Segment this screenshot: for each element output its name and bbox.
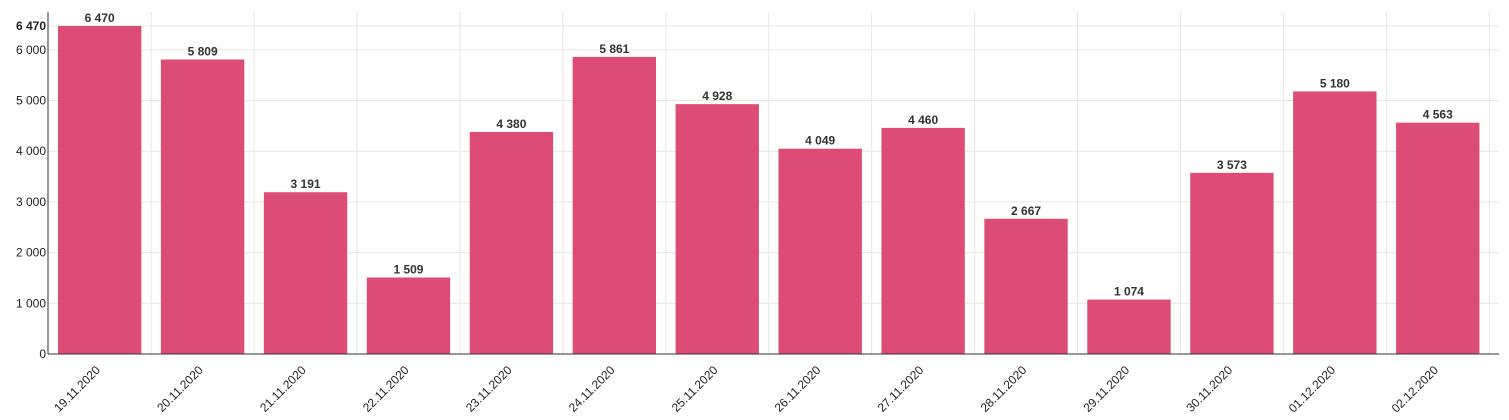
bar <box>984 218 1068 354</box>
bar-value-label: 4 928 <box>702 89 732 103</box>
bar <box>572 56 657 355</box>
bar <box>160 59 245 354</box>
bar <box>263 192 348 354</box>
y-tick-label: 6 470 <box>16 19 46 33</box>
bar-value-label: 3 573 <box>1217 158 1247 172</box>
y-tick-label: 1 000 <box>16 296 46 310</box>
bar-value-label: 2 667 <box>1011 204 1041 218</box>
grid <box>48 12 1499 354</box>
bar <box>881 127 965 355</box>
bars <box>58 26 1480 355</box>
bar-value-label: 4 380 <box>496 117 526 131</box>
bar <box>366 277 451 354</box>
x-tick-label: 01.12.2020 <box>1286 363 1339 416</box>
x-tick-label: 29.11.2020 <box>1081 363 1133 415</box>
x-tick-label: 22.11.2020 <box>360 363 412 415</box>
x-tick-label: 27.11.2020 <box>875 363 927 415</box>
y-tick-label: 4 000 <box>16 144 46 158</box>
axes <box>47 12 1499 355</box>
bar-value-label: 5 180 <box>1320 76 1350 90</box>
bar-value-label: 1 074 <box>1114 285 1144 299</box>
bar <box>1293 91 1377 355</box>
bar <box>1396 122 1480 355</box>
bar <box>778 148 862 354</box>
x-tick-label: 20.11.2020 <box>154 363 206 415</box>
x-tick-label: 19.11.2020 <box>51 363 103 415</box>
y-tick-label: 3 000 <box>16 195 46 209</box>
x-tick-label: 21.11.2020 <box>257 363 309 415</box>
bar-value-label: 4 049 <box>805 134 835 148</box>
x-tick-label: 25.11.2020 <box>669 363 721 415</box>
x-tick-label: 02.12.2020 <box>1389 363 1442 416</box>
x-tick-label: 28.11.2020 <box>978 363 1030 415</box>
bar-value-label: 5 861 <box>599 42 629 56</box>
bar-value-label: 1 509 <box>393 263 423 277</box>
bar-value-label: 4 460 <box>908 113 938 127</box>
bar <box>1190 172 1274 354</box>
bar <box>469 131 554 354</box>
bar <box>1087 299 1171 354</box>
x-tick-label: 24.11.2020 <box>566 363 618 415</box>
y-tick-label: 0 <box>39 347 46 361</box>
bar <box>675 104 759 354</box>
bar-value-label: 6 470 <box>85 11 115 25</box>
y-tick-label: 2 000 <box>16 246 46 260</box>
bar-value-label: 5 809 <box>188 45 218 59</box>
bar <box>58 26 142 354</box>
bar-value-label: 4 563 <box>1423 108 1453 122</box>
x-tick-label: 23.11.2020 <box>463 363 515 415</box>
bar-value-label: 3 191 <box>291 177 321 191</box>
x-tick-label: 26.11.2020 <box>772 363 824 415</box>
x-tick-label: 30.11.2020 <box>1183 363 1235 415</box>
y-tick-label: 5 000 <box>16 94 46 108</box>
y-tick-label: 6 000 <box>16 43 46 57</box>
